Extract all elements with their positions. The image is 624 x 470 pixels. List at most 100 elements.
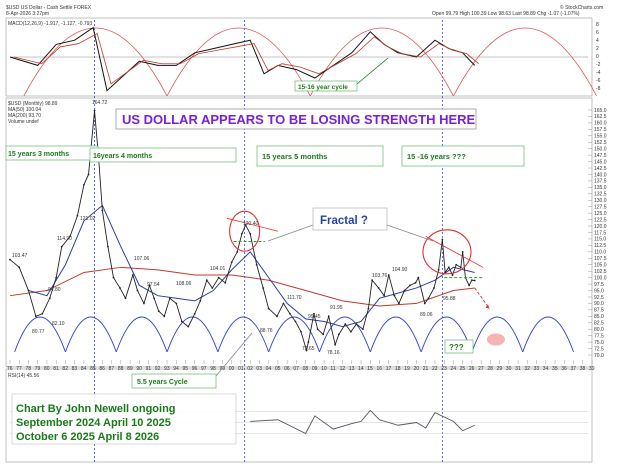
price-point — [344, 323, 347, 325]
cycle-pointer — [215, 332, 253, 377]
cycle-label: 5.5 years Cycle — [137, 379, 188, 386]
x-tick-label: 04 — [266, 366, 272, 372]
y-tick-label: 127.5 — [594, 205, 607, 211]
price-point — [175, 302, 178, 305]
title-box — [115, 108, 477, 130]
macd-scale-label: 4 — [596, 38, 599, 44]
fractal-circle-right — [422, 229, 472, 275]
x-tick-label: 82 — [62, 366, 68, 372]
y-tick-label: 77.5 — [594, 333, 604, 339]
short-cycle-arc — [217, 316, 270, 353]
x-tick-label: 21 — [423, 366, 429, 372]
x-tick-label: 24 — [450, 366, 456, 372]
price-point — [377, 287, 380, 289]
price-point — [437, 268, 440, 271]
x-tick-label: 07 — [293, 366, 299, 372]
price-point — [327, 315, 330, 318]
y-tick-label: 90.0 — [594, 301, 604, 307]
x-tick-label: 01 — [238, 366, 244, 372]
price-point — [143, 302, 145, 305]
price-point — [461, 250, 464, 253]
y-tick-label: 122.5 — [594, 217, 607, 223]
y-tick-label: 107.5 — [594, 256, 607, 262]
price-legend-1: $USD (Monthly) 98.89 — [8, 101, 58, 107]
y-tick-label: 130.0 — [594, 198, 607, 204]
short-cycle-arc — [268, 316, 320, 353]
price-point — [282, 302, 285, 305]
y-tick-label: 70.0 — [594, 353, 604, 359]
price-point — [199, 299, 202, 302]
price-point — [361, 328, 364, 331]
price-point — [313, 312, 315, 315]
y-tick-label: 157.5 — [594, 127, 607, 133]
price-point — [249, 232, 252, 235]
fractal-trend-right — [425, 236, 484, 268]
price-point — [136, 289, 139, 292]
y-tick-label: 140.0 — [594, 172, 607, 178]
price-point — [180, 320, 183, 323]
y-tick-label: 147.5 — [594, 153, 607, 159]
price-point — [153, 297, 156, 300]
y-tick-label: 115.0 — [594, 237, 606, 243]
x-tick-label: 23 — [441, 366, 447, 372]
price-tag: 94.80 — [48, 287, 61, 293]
price-point — [9, 258, 11, 261]
x-tick-label: 10 — [321, 366, 327, 372]
price-point — [148, 284, 151, 287]
price-tag: 80.77 — [32, 329, 45, 335]
period-box-4 — [401, 145, 525, 167]
x-tick-label: 87 — [109, 366, 115, 372]
price-tag: 104.90 — [392, 267, 408, 273]
price-legend-3: MA(200) 93.70 — [8, 113, 41, 119]
y-tick-label: 97.5 — [594, 282, 604, 288]
x-tick-label: 27 — [478, 366, 484, 372]
x-tick-label: 78 — [25, 366, 31, 372]
x-tick-label: 19 — [404, 366, 410, 372]
price-point — [101, 209, 104, 212]
price-point — [441, 238, 444, 241]
macd-scale-label: 0 — [596, 54, 599, 60]
x-tick-label: 30 — [506, 366, 512, 372]
x-tick-label: 34 — [543, 366, 549, 372]
price-tag: 103.47 — [12, 253, 28, 259]
price-point — [76, 214, 79, 217]
x-tick-label: 33 — [534, 366, 540, 372]
price-point — [307, 341, 310, 344]
y-tick-label: 165.0 — [594, 108, 607, 114]
projection-arrow-shaft — [474, 287, 490, 309]
price-point — [267, 307, 270, 310]
short-cycle-arc — [522, 316, 574, 353]
x-tick-label: 05 — [275, 366, 281, 372]
x-tick-label: 08 — [303, 366, 309, 372]
x-tick-label: 02 — [247, 366, 253, 372]
short-cycle-arc — [369, 316, 422, 353]
price-point — [447, 266, 450, 269]
y-tick-label: 100.0 — [594, 275, 607, 281]
x-tick-label: 94 — [173, 366, 179, 372]
price-point — [371, 279, 374, 282]
y-tick-label: 137.5 — [594, 179, 607, 185]
price-point — [276, 315, 278, 318]
period-label-1: 15 years 3 months — [8, 151, 69, 158]
x-tick-label: 00 — [229, 366, 235, 372]
price-point — [444, 271, 447, 274]
y-tick-label: 92.5 — [594, 295, 604, 301]
header-date: 8-Apr-2026 3:27pm — [6, 11, 49, 17]
price-point — [211, 287, 214, 289]
x-tick-label: 31 — [515, 366, 521, 372]
price-point — [244, 224, 247, 226]
price-point — [409, 284, 411, 287]
rsi-line — [250, 409, 475, 435]
x-tick-label: 11 — [330, 366, 335, 372]
price-tag: 121.02 — [80, 216, 96, 222]
y-tick-label: 72.5 — [594, 346, 604, 352]
x-tick-label: 28 — [487, 366, 493, 372]
x-tick-label: 93 — [164, 366, 170, 372]
price-point — [87, 173, 90, 176]
short-cycle-arc — [166, 316, 219, 353]
credit-box — [11, 393, 237, 445]
x-tick-label: 90 — [136, 366, 142, 372]
price-point — [27, 289, 30, 292]
y-tick-label: 87.5 — [594, 308, 604, 314]
price-point — [349, 330, 352, 333]
